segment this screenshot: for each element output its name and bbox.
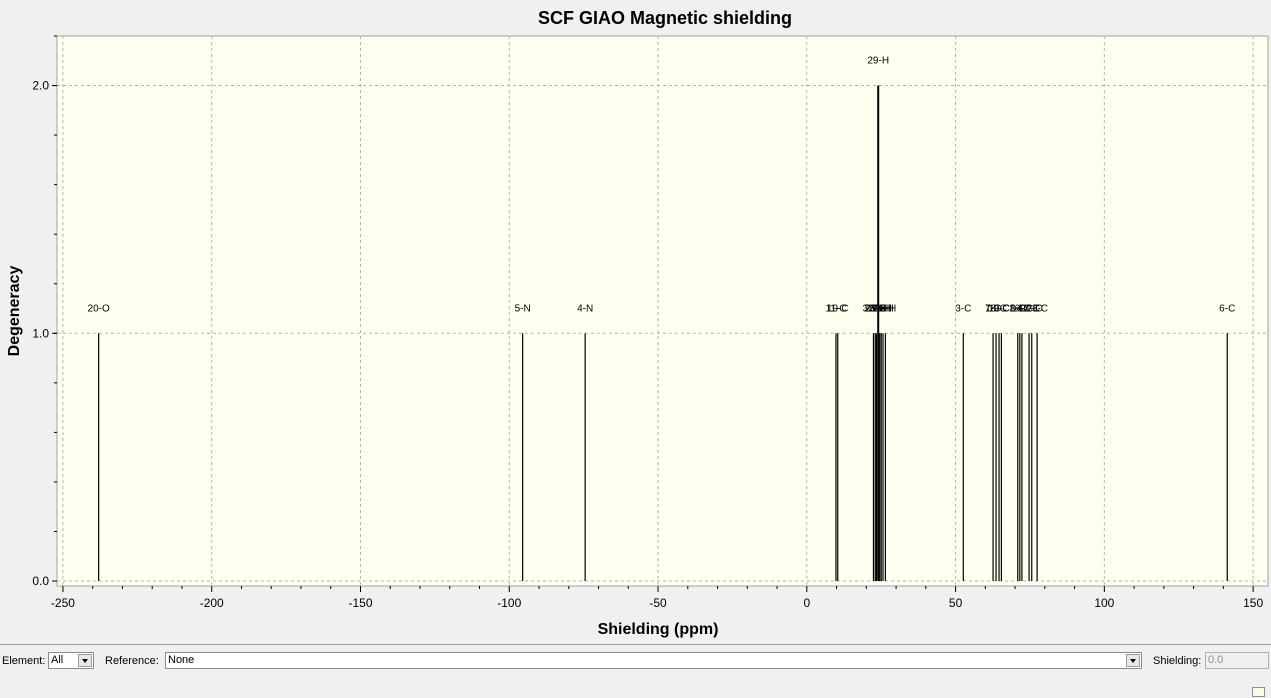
peak-label: 20-O: [88, 303, 110, 314]
shielding-field[interactable]: 0.0: [1205, 652, 1269, 669]
peak-label: 24-H: [872, 303, 894, 314]
peak-label: 27-H: [866, 303, 888, 314]
resize-grip-icon[interactable]: [1252, 687, 1265, 697]
peak-label: 23-C: [1026, 303, 1048, 314]
nmr-chart: SCF GIAO Magnetic shielding 20-O 5-N 4-N 11…: [6, 8, 1269, 638]
peak-label: 6-C: [1219, 303, 1235, 314]
peak-label: 11-C: [825, 303, 846, 314]
peak-label: 5-N: [515, 303, 531, 314]
chart-title: SCF GIAO Magnetic shielding: [538, 8, 792, 28]
element-label: Element:: [2, 655, 46, 667]
x-tick-label: 100: [1094, 596, 1114, 610]
peak-label: 14-C: [1011, 303, 1033, 314]
x-tick-label: 50: [949, 596, 963, 610]
peak-label: 22-C: [1021, 303, 1043, 314]
reference-label: Reference:: [105, 655, 159, 667]
x-tick-label: -50: [649, 596, 667, 610]
shielding-label: Shielding:: [1153, 655, 1202, 667]
axes: -250 -200 -150 -100 -50 0 50 100 150 0.0 1.0 2.0: [32, 35, 1263, 610]
peak-label: 7-C: [985, 303, 1001, 314]
reference-select[interactable]: None: [165, 652, 1142, 669]
plot-area: [56, 35, 1269, 587]
peak-label: 26-H: [864, 303, 886, 314]
y-tick-label: 2.0: [32, 79, 49, 93]
chevron-down-icon[interactable]: [78, 654, 92, 667]
y-tick-label: 1.0: [32, 326, 49, 340]
peak-label: 32-H: [863, 303, 885, 314]
peak-lines: 20-O 5-N 4-N 11-C19-C 32-H26-H27-H 29-H 30-H31…: [88, 56, 1235, 582]
x-tick-label: -200: [200, 596, 224, 610]
peak-label: 25-H: [875, 303, 897, 314]
peak-label: 19-C: [827, 303, 849, 314]
x-tick-label: -250: [51, 596, 75, 610]
x-tick-label: 150: [1243, 596, 1263, 610]
grid-lines: [57, 36, 1268, 586]
peak-label: 9-C: [993, 303, 1009, 314]
peak-label: 10-C: [988, 303, 1010, 314]
peak-label: 29-H: [867, 56, 889, 67]
shielding-toolbar: Element: All Reference: None Shielding: …: [0, 644, 1271, 698]
y-tick-label: 0.0: [32, 574, 49, 588]
peak-label: 16-C: [1009, 303, 1031, 314]
reference-select-value: None: [168, 654, 195, 666]
peak-label: 18-C: [985, 303, 1007, 314]
x-axis-label: Shielding (ppm): [598, 621, 719, 638]
peak-label: 3-C: [955, 303, 971, 314]
peak-label: 12-C: [1018, 303, 1040, 314]
peak-label: 8-C: [1010, 303, 1026, 314]
chevron-down-icon[interactable]: [1126, 654, 1140, 667]
element-select-value: All: [51, 654, 64, 666]
peak-label: 4-N: [577, 303, 593, 314]
element-select[interactable]: All: [48, 652, 94, 669]
shielding-field-value: 0.0: [1208, 654, 1224, 666]
x-tick-label: -100: [497, 596, 521, 610]
peak-label: 31-H: [870, 303, 892, 314]
peak-label: 30-H: [869, 303, 891, 314]
y-axis-label: Degeneracy: [6, 266, 23, 357]
x-tick-label: 0: [803, 596, 810, 610]
x-tick-label: -150: [348, 596, 372, 610]
